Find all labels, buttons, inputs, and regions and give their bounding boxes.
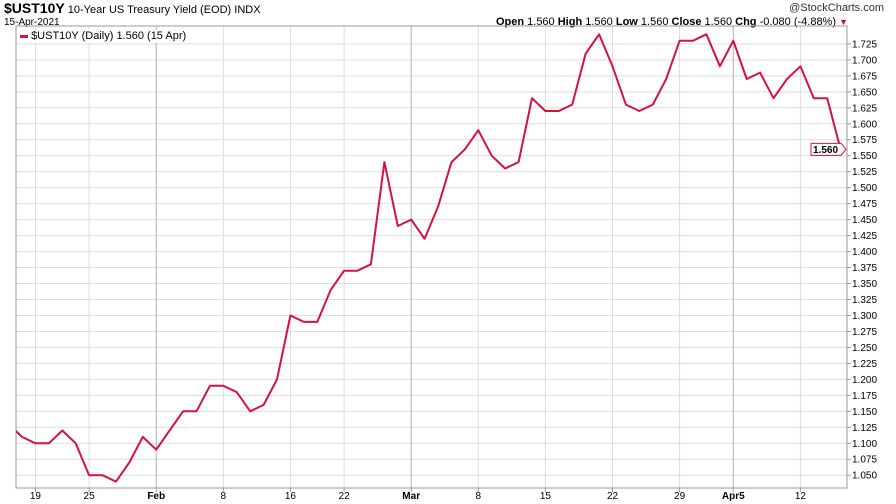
x-tick-label: 8 <box>476 491 482 502</box>
x-tick-label: 29 <box>674 491 686 502</box>
y-tick-label: 1.725 <box>852 39 877 50</box>
y-tick-label: 1.550 <box>852 151 877 162</box>
y-tick-label: 1.175 <box>852 391 877 402</box>
y-tick-label: 1.375 <box>852 263 877 274</box>
last-value-tag: 1.560 <box>810 142 847 156</box>
y-tick-label: 1.475 <box>852 199 877 210</box>
watermark: @StockCharts.com <box>789 2 884 14</box>
y-tick-label: 1.525 <box>852 167 877 178</box>
open-label: Open <box>495 16 525 28</box>
legend-text: $UST10Y (Daily) 1.560 (15 Apr) <box>31 30 187 42</box>
x-tick-label: Mar <box>402 491 420 502</box>
x-tick-label: 12 <box>795 491 807 502</box>
low-label: Low <box>615 16 638 28</box>
series-line <box>16 33 842 483</box>
high-value: 1.560 <box>585 16 613 28</box>
chart-title: $UST10Y 10-Year US Treasury Yield (EOD) … <box>4 0 261 18</box>
open-value: 1.560 <box>527 16 555 28</box>
x-tick-label: Apr5 <box>722 491 745 502</box>
y-tick-label: 1.650 <box>852 87 877 98</box>
y-tick-label: 1.400 <box>852 247 877 258</box>
x-tick-label: 8 <box>221 491 227 502</box>
symbol: $UST10Y <box>4 0 65 16</box>
legend-swatch <box>20 34 28 38</box>
y-tick-label: 1.200 <box>852 375 877 386</box>
y-tick-label: 1.225 <box>852 359 877 370</box>
x-axis: 19 25 Feb 8 16 22 Mar 8 15 22 29 Apr5 12 <box>30 488 807 502</box>
y-tick-label: 1.575 <box>852 135 877 146</box>
y-tick-label: 1.300 <box>852 311 877 322</box>
chart-date: 15-Apr-2021 <box>4 17 60 28</box>
y-tick-label: 1.450 <box>852 215 877 226</box>
legend: $UST10Y (Daily) 1.560 (15 Apr) <box>18 30 189 43</box>
x-tick-label: 22 <box>339 491 351 502</box>
chg-value: -0.080 (-4.88%) <box>759 16 837 28</box>
y-tick-label: 1.325 <box>852 295 877 306</box>
y-tick-label: 1.125 <box>852 423 877 434</box>
chg-label: Chg <box>735 16 757 28</box>
y-tick-label: 1.150 <box>852 407 877 418</box>
plot-border <box>15 25 848 489</box>
x-tick-label: Feb <box>147 491 165 502</box>
y-tick-label: 1.700 <box>852 55 877 66</box>
x-tick-label: 22 <box>607 491 619 502</box>
last-value-label: 1.560 <box>813 145 838 156</box>
exchange: INDX <box>234 4 261 16</box>
x-tick-label: 25 <box>84 491 96 502</box>
x-tick-label: 16 <box>285 491 297 502</box>
x-tick-label: 15 <box>540 491 552 502</box>
y-tick-label: 1.425 <box>852 231 877 242</box>
close-value: 1.560 <box>704 16 733 28</box>
y-axis: 1.050 1.075 1.100 1.125 1.150 1.175 1.200 1.225… <box>847 39 877 482</box>
x-tick-label: 19 <box>30 491 42 502</box>
data-points <box>21 34 841 482</box>
y-tick-label: 1.625 <box>852 103 877 114</box>
grid <box>16 26 847 488</box>
y-tick-label: 1.500 <box>852 183 877 194</box>
ohlc-summary: Open 1.560 High 1.560 Low 1.560 Close 1.… <box>496 16 848 28</box>
high-label: High <box>557 16 583 28</box>
security-name: 10-Year US Treasury Yield (EOD) <box>67 4 232 16</box>
y-tick-label: 1.100 <box>852 439 877 450</box>
y-tick-label: 1.075 <box>852 455 877 466</box>
y-tick-label: 1.350 <box>852 279 877 290</box>
y-tick-label: 1.250 <box>852 343 877 354</box>
y-tick-label: 1.275 <box>852 327 877 338</box>
low-value: 1.560 <box>640 16 669 28</box>
close-label: Close <box>671 16 702 28</box>
y-tick-label: 1.050 <box>852 471 877 482</box>
y-tick-label: 1.675 <box>852 71 877 82</box>
triangle-down-icon: ▼ <box>839 17 848 27</box>
y-tick-label: 1.600 <box>852 119 877 130</box>
